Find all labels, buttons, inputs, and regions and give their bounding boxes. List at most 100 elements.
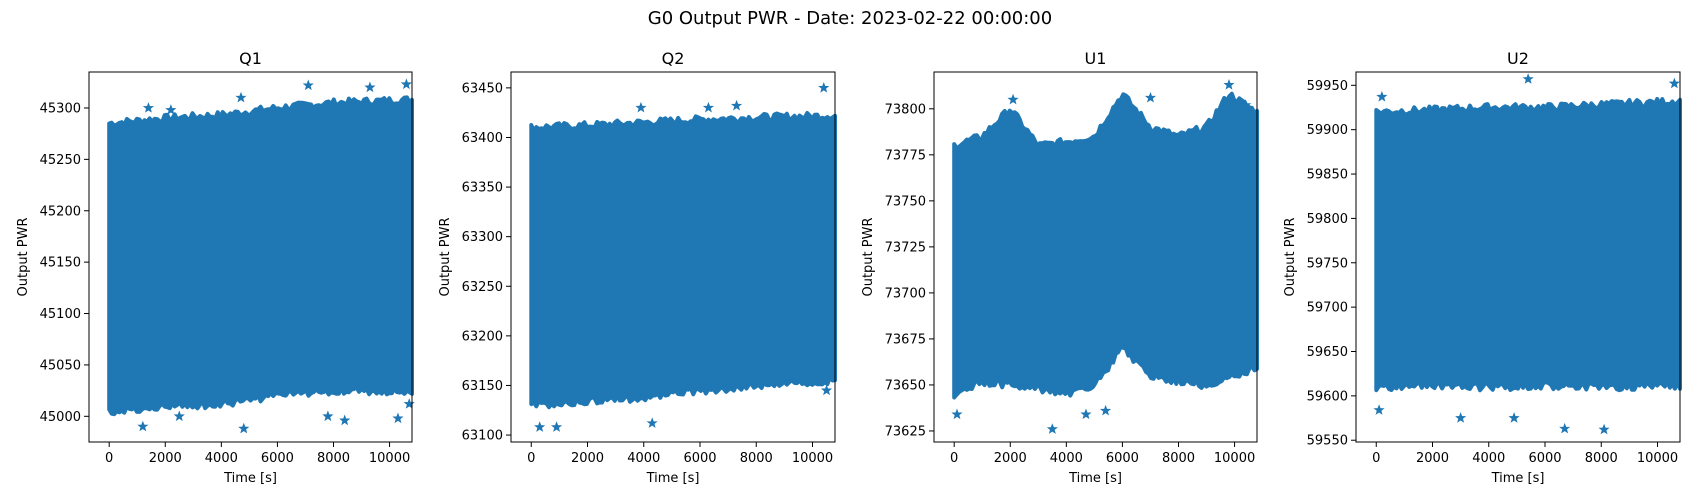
y-tick-label: 59900 bbox=[1307, 123, 1348, 138]
data-point bbox=[235, 91, 247, 103]
data-point bbox=[142, 102, 155, 113]
data-point bbox=[400, 78, 412, 90]
x-tick-label: 8000 bbox=[317, 451, 350, 466]
data-point bbox=[1373, 404, 1385, 415]
y-axis-label: Output PWR bbox=[861, 217, 876, 296]
x-axis-label: Time [s] bbox=[1491, 471, 1545, 486]
x-tick-label: 2000 bbox=[1416, 451, 1449, 466]
data-point bbox=[730, 99, 743, 111]
y-tick-label: 63100 bbox=[462, 429, 503, 444]
data-point bbox=[646, 417, 658, 428]
data-point bbox=[1668, 77, 1680, 89]
data-point bbox=[1046, 423, 1058, 434]
x-tick-label: 4000 bbox=[1050, 451, 1083, 466]
y-tick-label: 73675 bbox=[885, 332, 926, 347]
data-point bbox=[1144, 91, 1157, 103]
data-point bbox=[1223, 79, 1235, 90]
subplot-u1: 0 2000 4000 6000 8000 10000 73625 73650 73675 737… bbox=[861, 49, 1259, 486]
subplot-title: Q2 bbox=[662, 49, 685, 68]
figure-title: G0 Output PWR - Date: 2023-02-22 00:00:0… bbox=[647, 8, 1053, 29]
data-point bbox=[403, 398, 415, 409]
x-tick-label: 0 bbox=[527, 451, 535, 466]
y-tick-label: 63450 bbox=[462, 81, 503, 96]
x-tick-label: 10000 bbox=[792, 451, 833, 466]
y-tick-label: 63150 bbox=[462, 379, 503, 394]
data-point bbox=[1598, 423, 1610, 435]
data-point bbox=[818, 82, 830, 93]
data-band bbox=[529, 111, 837, 410]
subplot-title: U2 bbox=[1507, 49, 1529, 68]
y-tick-label: 45250 bbox=[40, 153, 81, 168]
data-point bbox=[137, 420, 149, 432]
data-band bbox=[952, 91, 1259, 400]
subplot-title: Q1 bbox=[239, 49, 262, 68]
data-point bbox=[364, 81, 376, 93]
axes-frame bbox=[933, 71, 1258, 443]
y-tick-label: 73650 bbox=[885, 378, 926, 393]
y-tick-label: 59850 bbox=[1307, 168, 1348, 183]
x-tick-label: 6000 bbox=[261, 451, 294, 466]
subplot-u2: 0 2000 4000 6000 8000 10000 59550 59600 59650 597… bbox=[1283, 49, 1682, 486]
x-tick-label: 4000 bbox=[627, 451, 660, 466]
x-tick-label: 8000 bbox=[740, 451, 773, 466]
y-tick-label: 59950 bbox=[1307, 79, 1348, 94]
subplot-title: U1 bbox=[1085, 49, 1107, 68]
y-tick-label: 45050 bbox=[40, 358, 81, 373]
data-point bbox=[322, 410, 334, 422]
y-tick-label: 73800 bbox=[885, 102, 926, 117]
y-tick-label: 59600 bbox=[1307, 389, 1348, 404]
y-tick-label: 73775 bbox=[885, 148, 926, 163]
data-point bbox=[173, 410, 185, 422]
y-tick-label: 45100 bbox=[40, 307, 81, 322]
x-axis-label: Time [s] bbox=[223, 471, 277, 486]
data-point bbox=[1522, 73, 1534, 84]
data-band bbox=[107, 95, 414, 417]
data-point bbox=[1559, 422, 1571, 434]
x-tick-label: 0 bbox=[950, 451, 958, 466]
axes-frame bbox=[510, 71, 836, 443]
y-tick-label: 63200 bbox=[462, 329, 503, 344]
y-axis-label: Output PWR bbox=[438, 217, 453, 296]
subplot-q1: 0 2000 4000 6000 8000 10000 45000 45050 45100 451… bbox=[16, 49, 415, 486]
y-tick-label: 63250 bbox=[462, 280, 503, 295]
x-tick-label: 10000 bbox=[369, 451, 410, 466]
y-tick-label: 59550 bbox=[1307, 434, 1348, 449]
y-tick-label: 73750 bbox=[885, 194, 926, 209]
y-tick-label: 59700 bbox=[1307, 301, 1348, 316]
data-point bbox=[238, 422, 250, 434]
data-point bbox=[635, 101, 647, 113]
y-tick-label: 45300 bbox=[40, 101, 81, 116]
y-tick-label: 59750 bbox=[1307, 256, 1348, 271]
axes-frame bbox=[1355, 71, 1681, 443]
y-tick-label: 63400 bbox=[462, 131, 503, 146]
x-tick-label: 10000 bbox=[1637, 451, 1678, 466]
x-tick-label: 8000 bbox=[1585, 451, 1618, 466]
y-tick-label: 63300 bbox=[462, 230, 503, 245]
y-tick-label: 73625 bbox=[885, 424, 926, 439]
data-point bbox=[1376, 90, 1388, 102]
x-tick-label: 6000 bbox=[1528, 451, 1561, 466]
y-tick-label: 45150 bbox=[40, 256, 81, 271]
data-point bbox=[550, 421, 563, 432]
y-tick-label: 45200 bbox=[40, 204, 81, 219]
x-tick-label: 0 bbox=[105, 451, 113, 466]
y-tick-label: 73700 bbox=[885, 286, 926, 301]
x-tick-label: 6000 bbox=[1106, 451, 1139, 466]
y-tick-label: 63350 bbox=[462, 181, 503, 196]
data-point bbox=[1080, 408, 1092, 420]
x-tick-label: 6000 bbox=[683, 451, 716, 466]
x-tick-label: 2000 bbox=[994, 451, 1027, 466]
y-tick-label: 45000 bbox=[40, 410, 81, 425]
y-axis-label: Output PWR bbox=[1283, 217, 1298, 296]
x-tick-label: 0 bbox=[1372, 451, 1380, 466]
x-axis-label: Time [s] bbox=[646, 471, 700, 486]
x-tick-label: 4000 bbox=[205, 451, 238, 466]
subplot-q2: 0 2000 4000 6000 8000 10000 63100 63150 63200 632… bbox=[438, 49, 837, 486]
data-point bbox=[339, 414, 351, 426]
data-point bbox=[1240, 99, 1252, 110]
y-tick-label: 59800 bbox=[1307, 212, 1348, 227]
x-tick-label: 2000 bbox=[149, 451, 182, 466]
data-point bbox=[165, 104, 177, 115]
